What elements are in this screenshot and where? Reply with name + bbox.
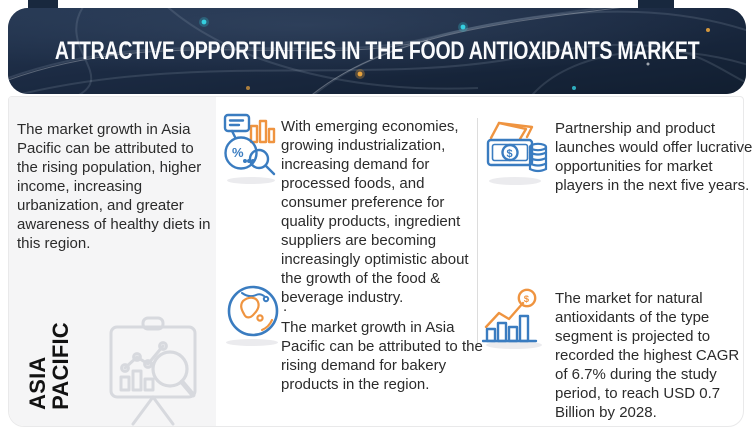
column-divider xyxy=(477,118,478,346)
icon-shadow xyxy=(227,177,275,184)
trend-line-glyph xyxy=(484,288,537,329)
market-analysis-icon: % xyxy=(223,113,276,176)
dollar-glyph-text: $ xyxy=(507,148,513,160)
easel-handle xyxy=(141,316,165,331)
rising-bars-glyph xyxy=(482,314,538,343)
folded-bills-glyph xyxy=(489,121,534,141)
speech-bubble-glyph xyxy=(223,113,251,139)
dollar-glyph-text: $ xyxy=(524,294,530,305)
middle-item-1-text: With emerging economies, growing industr… xyxy=(281,118,469,306)
region-label-text: ASIA PACIFIC xyxy=(25,322,73,410)
bar-chart-glyph xyxy=(249,119,276,144)
right-item-1-text: Partnership and product launches would o… xyxy=(555,120,753,194)
coin-stack-glyph xyxy=(528,142,548,173)
page-title-text: ATTRACTIVE OPPORTUNITIES IN THE FOOD ANT… xyxy=(54,36,700,65)
icon-shadow xyxy=(489,177,541,185)
chart-presentation-illustration xyxy=(109,316,197,426)
left-region-paragraph: The market growth in Asia Pacific can be… xyxy=(17,121,211,252)
globe-icon xyxy=(227,285,279,337)
middle-item-2-bullet: . xyxy=(283,298,288,315)
easel-line-chart xyxy=(120,341,168,373)
money-icon: $ xyxy=(486,121,548,173)
middle-item-2-text: The market growth in Asia Pacific can be… xyxy=(281,319,483,393)
icon-shadow xyxy=(486,341,542,349)
page-title: ATTRACTIVE OPPORTUNITIES IN THE FOOD ANT… xyxy=(8,8,746,94)
easel-bar-chart xyxy=(119,369,155,392)
header-banner: ATTRACTIVE OPPORTUNITIES IN THE FOOD ANT… xyxy=(8,8,746,94)
region-label: ASIA PACIFIC xyxy=(2,318,96,414)
icon-shadow xyxy=(226,339,278,346)
growth-chart-icon: $ xyxy=(482,288,538,343)
magnifier-icon xyxy=(151,350,196,398)
globe-land-africa xyxy=(240,296,274,332)
network-background-image xyxy=(8,8,746,94)
right-item-2-text: The market for natural antioxidants of t… xyxy=(555,290,740,421)
percent-glyph-text: % xyxy=(232,145,244,160)
globe-land-north xyxy=(241,292,270,303)
easel-legs xyxy=(131,395,175,426)
magnifier-glyph xyxy=(248,148,276,176)
